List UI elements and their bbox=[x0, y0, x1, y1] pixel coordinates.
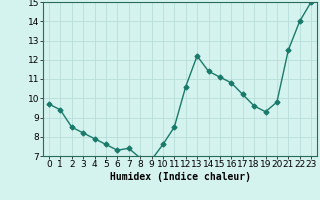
X-axis label: Humidex (Indice chaleur): Humidex (Indice chaleur) bbox=[109, 172, 251, 182]
